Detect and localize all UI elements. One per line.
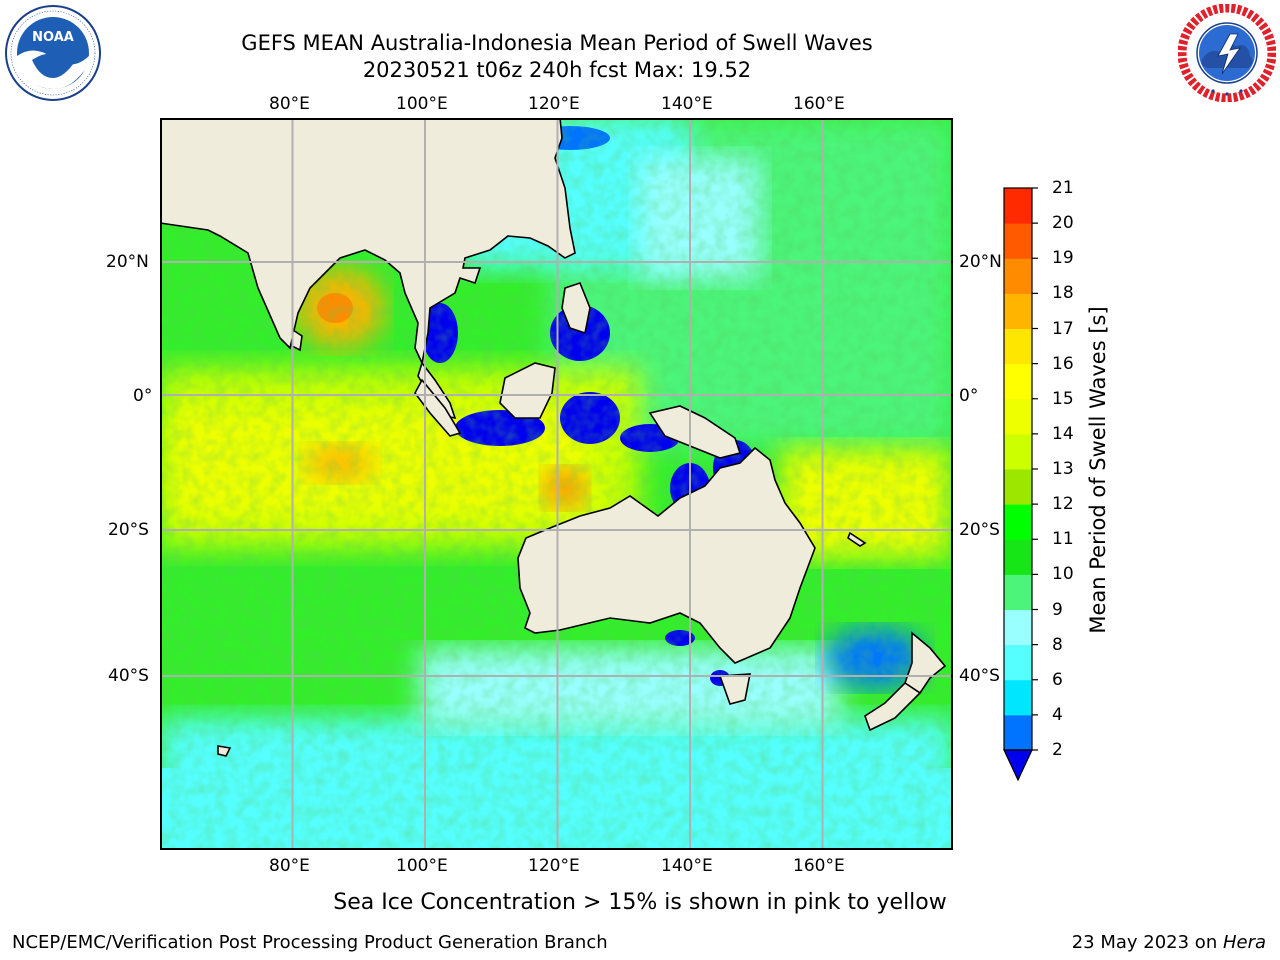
colorbar-label: 10 (1052, 564, 1074, 585)
colorbar-swatch (1004, 433, 1032, 470)
chart-title: GEFS MEAN Australia-Indonesia Mean Perio… (241, 31, 873, 55)
colorbar-label: 19 (1052, 248, 1074, 269)
land-new-zealand-north (904, 631, 947, 695)
land-kerguelen (217, 745, 232, 757)
colorbar-label: 8 (1052, 634, 1063, 655)
colorbar-swatch (1004, 714, 1032, 751)
colorbar-label: 2 (1052, 740, 1063, 760)
colorbar-swatch (1004, 539, 1032, 575)
lon-tick-bottom-120: 120°E (528, 856, 580, 876)
lat-tick-left-20s: 20°S (108, 520, 149, 540)
colorbar-label: 14 (1052, 423, 1074, 444)
run-date: 23 May 2023 on Hera (1072, 932, 1266, 953)
colorbar-swatch (1004, 469, 1032, 505)
lat-tick-right-40s: 40°S (959, 666, 1000, 686)
colorbar-swatch (1004, 504, 1032, 540)
colorbar-label: 9 (1052, 599, 1063, 620)
run-date-prefix: 23 May 2023 on (1071, 932, 1223, 953)
colorbar-label: 11 (1052, 529, 1074, 550)
lon-tick-top-80: 80°E (269, 94, 310, 114)
land-australia (517, 446, 816, 664)
lat-tick-right-20s: 20°S (959, 520, 1000, 540)
chart-subtitle: 20230521 t06z 240h fcst Max: 19.52 (362, 58, 752, 82)
colorbar-swatch (1004, 328, 1032, 365)
colorbar-label: 6 (1052, 669, 1063, 690)
land-borneo (499, 362, 556, 419)
lon-tick-bottom-160: 160°E (793, 856, 845, 876)
land-new-zealand-south (864, 681, 922, 732)
colorbar-swatch (1004, 293, 1032, 329)
colorbar-label: 16 (1052, 353, 1074, 374)
colorbar-label: 17 (1052, 318, 1074, 339)
lat-tick-left-20n: 20°N (106, 252, 149, 272)
credit-text: NCEP/EMC/Verification Post Processing Pr… (12, 932, 608, 953)
land-philippines (561, 282, 591, 335)
colorbar-segments (1004, 188, 1032, 751)
lat-tick-right-0: 0° (959, 386, 979, 406)
colorbar-label: 18 (1052, 283, 1074, 304)
colorbar-swatch (1004, 188, 1032, 224)
land-asia (160, 118, 576, 366)
colorbar (1003, 187, 1038, 782)
colorbar-swatch (1004, 574, 1032, 610)
colorbar-swatch (1004, 223, 1032, 259)
colorbar-label: 4 (1052, 704, 1063, 725)
noaa-logo-text: NOAA (32, 30, 74, 45)
colorbar-label: 12 (1052, 494, 1074, 515)
lon-tick-bottom-140: 140°E (661, 856, 713, 876)
lon-tick-bottom-80: 80°E (269, 856, 310, 876)
land-new-guinea (648, 405, 742, 459)
lon-tick-bottom-100: 100°E (396, 856, 448, 876)
colorbar-label: 21 (1052, 178, 1074, 198)
land-new-caledonia (847, 531, 867, 547)
lon-tick-top-140: 140°E (661, 94, 713, 114)
noaa-logo-icon: NOAA (5, 5, 101, 101)
sea-ice-note: Sea Ice Concentration > 15% is shown in … (333, 890, 947, 915)
lat-tick-left-40s: 40°S (108, 666, 149, 686)
swell-period-map (160, 118, 953, 850)
colorbar-swatch (1004, 644, 1032, 681)
lat-tick-right-20n: 20°N (959, 252, 1002, 272)
colorbar-title: Mean Period of Swell Waves [s] (1086, 306, 1110, 634)
land-tasmania (718, 673, 751, 705)
nws-logo-icon (1178, 4, 1276, 102)
lat-tick-left-0: 0° (133, 386, 153, 406)
colorbar-swatch (1004, 679, 1032, 716)
colorbar-swatch (1004, 398, 1032, 435)
run-host: Hera (1222, 932, 1266, 953)
lon-tick-top-120: 120°E (528, 94, 580, 114)
lon-tick-top-100: 100°E (396, 94, 448, 114)
colorbar-swatch (1004, 363, 1032, 400)
colorbar-swatch (1004, 258, 1032, 294)
graticule (160, 118, 953, 850)
colorbar-label: 15 (1052, 388, 1074, 409)
colorbar-label: 13 (1052, 459, 1074, 479)
land-masses (160, 118, 947, 757)
colorbar-swatch (1004, 609, 1032, 646)
colorbar-extend-arrow (1003, 749, 1033, 782)
map-border (160, 118, 953, 850)
lon-tick-top-160: 160°E (793, 94, 845, 114)
colorbar-label: 20 (1052, 213, 1074, 234)
